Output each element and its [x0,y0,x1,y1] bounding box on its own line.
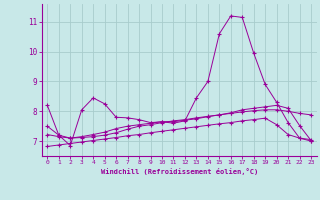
X-axis label: Windchill (Refroidissement éolien,°C): Windchill (Refroidissement éolien,°C) [100,168,258,175]
